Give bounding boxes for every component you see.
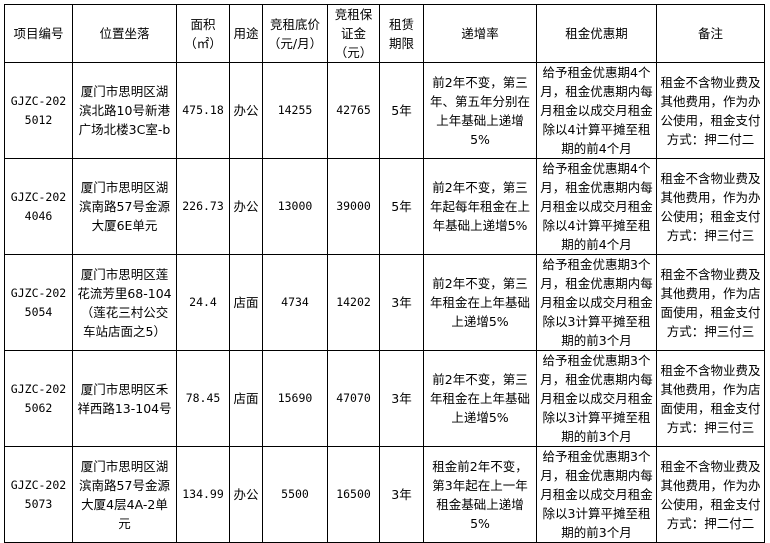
- cell-location: 厦门市思明区湖滨北路10号新港广场北楼3C室-b: [72, 62, 177, 159]
- cell-use: 办公: [229, 158, 263, 255]
- cell-increase: 前2年不变，第三年租金在上年基础上递增5%: [423, 350, 537, 447]
- table-row: GJZC-2025012 厦门市思明区湖滨北路10号新港广场北楼3C室-b 475.…: [4, 62, 765, 159]
- cell-area: 24.4: [176, 254, 230, 351]
- header-code: 项目编号: [4, 4, 73, 63]
- cell-code: GJZC-2025073: [4, 446, 73, 543]
- cell-base-price: 15690: [262, 350, 328, 447]
- cell-location: 厦门市思明区莲花流芳里68-104（莲花三村公交车站店面之5）: [72, 254, 177, 351]
- cell-increase: 前2年不变，第三年起每年租金在上年基础上递增5%: [423, 158, 537, 255]
- cell-deposit: 14202: [327, 254, 380, 351]
- header-area: 面积（㎡）: [176, 4, 230, 63]
- cell-increase: 前2年不变，第三年租金在上年基础上递增5%: [423, 254, 537, 351]
- table-row: GJZC-2025054 厦门市思明区莲花流芳里68-104（莲花三村公交车站店面…: [4, 254, 765, 351]
- header-deposit: 竞租保证金（元）: [327, 4, 380, 63]
- cell-discount: 给予租金优惠期4个月，租金优惠期内每月租金以成交月租金除以4计算平摊至租期的前4…: [536, 158, 657, 255]
- cell-remark: 租金不含物业费及其他费用，作为店面使用，租金支付方式：押三付三: [656, 254, 765, 351]
- cell-deposit: 47070: [327, 350, 380, 447]
- header-base-price: 竞租底价（元/月）: [262, 4, 328, 63]
- cell-remark: 租金不含物业费及其他费用，作为办公使用，租金支付方式：押二付二: [656, 62, 765, 159]
- table-row: GJZC-2024046 厦门市思明区湖滨南路57号金源大厦6E单元 226.73 办…: [4, 158, 765, 255]
- cell-code: GJZC-2025012: [4, 62, 73, 159]
- header-term: 租赁期限: [379, 4, 424, 63]
- header-use: 用途: [229, 4, 263, 63]
- property-lease-table: 项目编号 位置坐落 面积（㎡） 用途 竞租底价（元/月） 竞租保证金（元） 租赁…: [4, 4, 765, 543]
- header-increase: 递增率: [423, 4, 537, 63]
- table-row: GJZC-2025073 厦门市思明区湖滨南路57号金源大厦4层4A-2单元 134…: [4, 446, 765, 543]
- cell-deposit: 42765: [327, 62, 380, 159]
- cell-remark: 租金不含物业费及其他费用，作为办公使用，租金支付方式：押二付二: [656, 446, 765, 543]
- cell-area: 134.99: [176, 446, 230, 543]
- cell-term: 3年: [379, 350, 424, 447]
- cell-location: 厦门市思明区禾祥西路13-104号: [72, 350, 177, 447]
- cell-use: 办公: [229, 446, 263, 543]
- cell-code: GJZC-2025054: [4, 254, 73, 351]
- cell-use: 店面: [229, 254, 263, 351]
- cell-increase: 前2年不变，第三年、第五年分别在上年基础上递增5%: [423, 62, 537, 159]
- header-location: 位置坐落: [72, 4, 177, 63]
- cell-use: 办公: [229, 62, 263, 159]
- cell-term: 3年: [379, 446, 424, 543]
- header-discount: 租金优惠期: [536, 4, 657, 63]
- table-row: GJZC-2025062 厦门市思明区禾祥西路13-104号 78.45 店面 1569…: [4, 350, 765, 447]
- cell-remark: 租金不含物业费及其他费用，作为店面使用，租金支付方式：押三付三: [656, 350, 765, 447]
- cell-code: GJZC-2024046: [4, 158, 73, 255]
- cell-location: 厦门市思明区湖滨南路57号金源大厦4层4A-2单元: [72, 446, 177, 543]
- cell-base-price: 14255: [262, 62, 328, 159]
- cell-term: 3年: [379, 254, 424, 351]
- cell-location: 厦门市思明区湖滨南路57号金源大厦6E单元: [72, 158, 177, 255]
- cell-area: 475.18: [176, 62, 230, 159]
- cell-remark: 租金不含物业费及其他费用，作为办公使用；租金支付方式：押三付三: [656, 158, 765, 255]
- cell-code: GJZC-2025062: [4, 350, 73, 447]
- cell-deposit: 16500: [327, 446, 380, 543]
- cell-area: 226.73: [176, 158, 230, 255]
- cell-discount: 给予租金优惠期4个月，租金优惠期内每月租金以成交月租金除以4计算平摊至租期的前4…: [536, 62, 657, 159]
- cell-use: 店面: [229, 350, 263, 447]
- cell-base-price: 5500: [262, 446, 328, 543]
- cell-term: 5年: [379, 62, 424, 159]
- cell-base-price: 4734: [262, 254, 328, 351]
- cell-term: 5年: [379, 158, 424, 255]
- cell-area: 78.45: [176, 350, 230, 447]
- cell-discount: 给予租金优惠期3个月，租金优惠期内每月租金以成交月租金除以3计算平摊至租期的前3…: [536, 350, 657, 447]
- cell-discount: 给予租金优惠期3个月，租金优惠期内每月租金以成交月租金除以3计算平摊至租期的前3…: [536, 446, 657, 543]
- header-remark: 备注: [656, 4, 765, 63]
- cell-base-price: 13000: [262, 158, 328, 255]
- header-row: 项目编号 位置坐落 面积（㎡） 用途 竞租底价（元/月） 竞租保证金（元） 租赁…: [4, 4, 765, 63]
- cell-increase: 租金前2年不变，第3年起在上一年租金基础上递增5%: [423, 446, 537, 543]
- cell-deposit: 39000: [327, 158, 380, 255]
- cell-discount: 给予租金优惠期3个月，租金优惠期内每月租金以成交月租金除以3计算平摊至租期的前3…: [536, 254, 657, 351]
